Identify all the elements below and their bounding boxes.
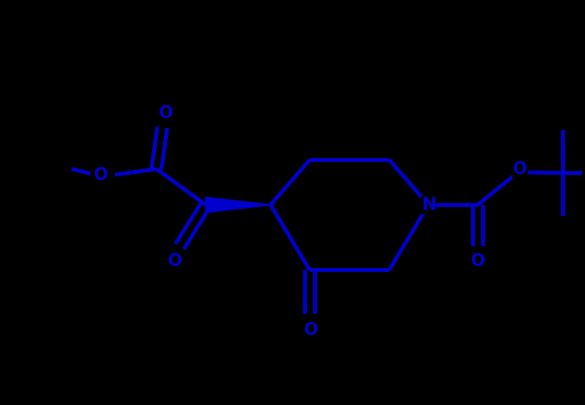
Text: O: O [512, 160, 526, 178]
Text: O: O [93, 166, 108, 184]
Text: O: O [158, 104, 173, 122]
Text: O: O [302, 321, 317, 339]
Text: O: O [167, 252, 181, 270]
Polygon shape [206, 197, 270, 212]
Text: O: O [470, 252, 485, 270]
Text: N: N [421, 196, 436, 214]
